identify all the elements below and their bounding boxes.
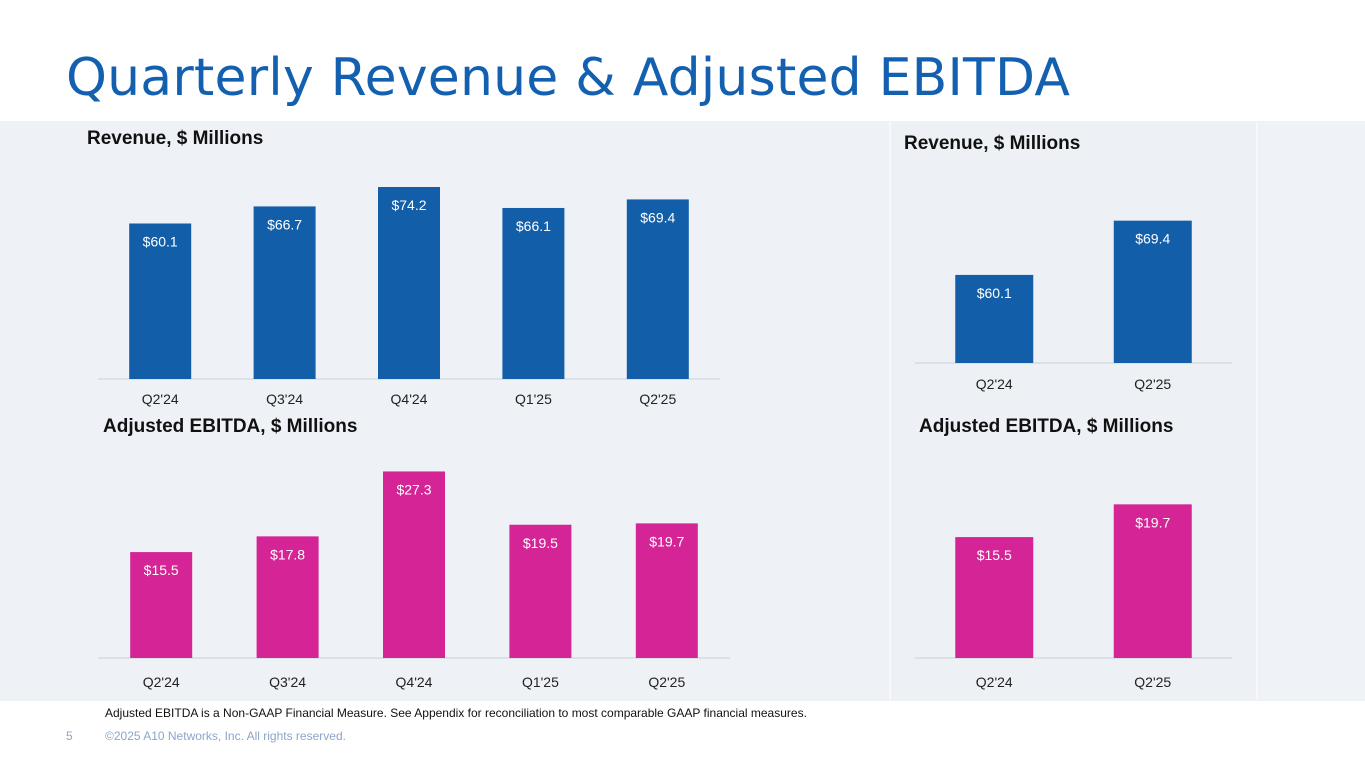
ebitda-yoy-chart: $15.5 Q2'24 $19.7 Q2'25 (915, 504, 1232, 690)
revenue-quarterly-bar (626, 199, 689, 379)
revenue-quarterly-chart: $60.1 Q2'24 $66.7 Q3'24 $74.2 Q4'24 $66.1 Q1'25… (98, 187, 720, 407)
ebitda-quarterly-category-label: Q2'24 (143, 674, 180, 690)
ebitda-yoy-bar (1113, 504, 1192, 658)
revenue-quarterly-bar-label: $60.1 (143, 233, 178, 249)
ebitda-quarterly-bar-label: $19.5 (523, 535, 558, 551)
revenue-quarterly-bar-label: $66.1 (516, 218, 551, 234)
revenue-quarterly-category-label: Q1'25 (515, 391, 552, 407)
ebitda-yoy-bar (955, 537, 1034, 658)
ebitda-yoy-category-label: Q2'24 (976, 674, 1013, 690)
ebitda-quarterly-category-label: Q1'25 (522, 674, 559, 690)
revenue-quarterly-bar-label: $66.7 (267, 216, 302, 232)
ebitda-quarterly-bar (383, 471, 445, 658)
side-strip (1260, 122, 1365, 700)
ebitda-yoy-bar-label: $19.7 (1135, 514, 1170, 530)
revenue-quarterly-bar (378, 187, 440, 379)
ebitda-quarterly-bar (635, 523, 698, 658)
year-over-year-panel (889, 122, 1258, 700)
revenue-quarterly-bar (253, 206, 316, 379)
ebitda-quarterly-title: Adjusted EBITDA, $ Millions (103, 416, 358, 437)
page-number: 5 (66, 729, 73, 743)
revenue-yoy-bar (955, 274, 1034, 363)
revenue-quarterly-title: Revenue, $ Millions (87, 128, 264, 149)
ebitda-yoy-category-label: Q2'25 (1134, 674, 1171, 690)
ebitda-quarterly-category-label: Q4'24 (396, 674, 433, 690)
ebitda-yoy-bar-label: $15.5 (977, 547, 1012, 563)
revenue-yoy-title: Revenue, $ Millions (904, 133, 1081, 154)
revenue-yoy-category-label: Q2'25 (1134, 376, 1171, 392)
revenue-quarterly-bar (129, 223, 192, 379)
revenue-yoy-bar (1113, 220, 1192, 363)
ebitda-yoy-title: Adjusted EBITDA, $ Millions (919, 416, 1174, 437)
revenue-quarterly-bar-label: $74.2 (391, 197, 426, 213)
ebitda-quarterly-bar-label: $15.5 (144, 562, 179, 578)
footnote: Adjusted EBITDA is a Non-GAAP Financial … (105, 706, 807, 720)
revenue-quarterly-category-label: Q2'24 (142, 391, 179, 407)
revenue-quarterly-category-label: Q2'25 (639, 391, 676, 407)
revenue-quarterly-bar (502, 207, 565, 379)
ebitda-quarterly-chart: $15.5 Q2'24 $17.8 Q3'24 $27.3 Q4'24 $19.5 Q1'25… (98, 471, 730, 690)
revenue-quarterly-category-label: Q4'24 (391, 391, 428, 407)
revenue-yoy-category-label: Q2'24 (976, 376, 1013, 392)
revenue-yoy-bar-label: $69.4 (1135, 231, 1170, 247)
ebitda-quarterly-bar-label: $27.3 (396, 481, 431, 497)
ebitda-quarterly-bar (256, 536, 319, 658)
page-title: Quarterly Revenue & Adjusted EBITDA (66, 48, 1071, 108)
revenue-quarterly-bar-label: $69.4 (640, 209, 675, 225)
ebitda-quarterly-bar-label: $19.7 (649, 533, 684, 549)
ebitda-quarterly-bar (130, 552, 193, 658)
ebitda-quarterly-category-label: Q2'25 (648, 674, 685, 690)
ebitda-quarterly-category-label: Q3'24 (269, 674, 306, 690)
ebitda-quarterly-bar-label: $17.8 (270, 546, 305, 562)
ebitda-quarterly-bar (509, 524, 572, 658)
revenue-quarterly-category-label: Q3'24 (266, 391, 303, 407)
revenue-yoy-bar-label: $60.1 (977, 285, 1012, 301)
revenue-yoy-chart: $60.1 Q2'24 $69.4 Q2'25 (915, 220, 1232, 392)
copyright: ©2025 A10 Networks, Inc. All rights rese… (105, 729, 346, 743)
